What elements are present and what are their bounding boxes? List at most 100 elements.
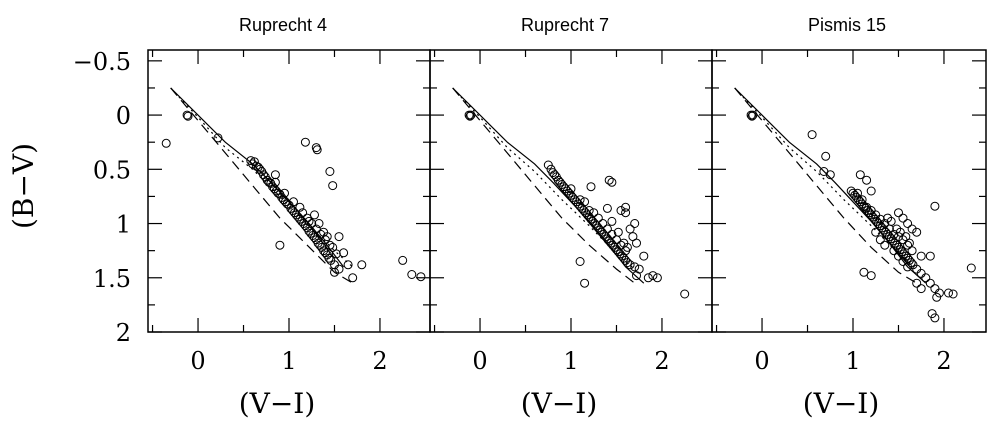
- data-point: [416, 272, 426, 282]
- data-point: [622, 242, 632, 252]
- data-point: [630, 219, 640, 228]
- data-point: [934, 288, 944, 298]
- data-point: [930, 284, 940, 294]
- data-point: [639, 251, 649, 261]
- y-axis-label: (B−V): [7, 143, 40, 229]
- x-tick-label: 1: [281, 347, 296, 375]
- panel-title: Ruprecht 7: [521, 15, 609, 35]
- data-point: [616, 206, 626, 215]
- data-point: [748, 110, 758, 120]
- data-point: [912, 227, 922, 237]
- data-point: [310, 210, 319, 220]
- data-point: [916, 268, 926, 278]
- data-point: [357, 260, 367, 270]
- data-point: [912, 278, 922, 288]
- isochrone-dashed-line: [734, 87, 918, 284]
- panel-1: Ruprecht 4 0 1 2 −0.5 0 0.5 1 1.5 2 (V−I): [73, 15, 431, 420]
- data-point: [632, 271, 641, 281]
- data-point: [621, 202, 631, 212]
- y-tick-label: 0.5: [93, 156, 131, 184]
- panel-title: Ruprecht 4: [239, 15, 327, 35]
- data-point: [907, 246, 917, 256]
- data-point: [586, 182, 596, 192]
- data-point: [311, 224, 321, 234]
- data-point: [857, 195, 867, 205]
- data-point: [925, 278, 935, 288]
- data-point: [566, 184, 576, 194]
- data-point: [903, 240, 913, 250]
- data-point: [747, 111, 757, 121]
- data-point: [643, 273, 653, 283]
- data-point: [930, 313, 940, 323]
- x-tick-label: 2: [654, 347, 669, 375]
- x-tick-label: 2: [372, 347, 387, 375]
- data-point: [348, 273, 358, 283]
- y-tick-label: 0: [116, 102, 131, 130]
- data-point: [613, 227, 623, 237]
- x-tick-label: 2: [936, 347, 951, 375]
- data-point: [316, 229, 326, 239]
- data-point: [944, 288, 953, 298]
- data-point: [330, 267, 339, 277]
- data-point: [334, 232, 344, 242]
- data-point: [275, 240, 285, 250]
- data-point: [307, 219, 317, 228]
- data-point: [948, 289, 958, 299]
- data-point: [652, 273, 662, 283]
- data-point: [859, 267, 869, 277]
- data-point: [575, 257, 585, 266]
- data-point: [903, 262, 913, 272]
- data-point: [634, 264, 644, 274]
- data-point: [298, 208, 308, 218]
- data-point: [622, 258, 632, 268]
- data-point: [325, 240, 335, 250]
- data-point: [886, 216, 896, 226]
- data-point: [584, 206, 594, 215]
- data-point: [632, 238, 641, 248]
- data-point: [270, 170, 280, 180]
- data-point: [331, 249, 341, 259]
- data-point: [466, 110, 476, 120]
- data-point: [916, 251, 926, 261]
- x-tick-label: 0: [472, 347, 487, 375]
- data-point: [343, 260, 353, 270]
- data-point: [398, 255, 408, 265]
- data-point: [295, 202, 305, 212]
- data-point: [300, 137, 310, 147]
- data-point: [889, 229, 899, 239]
- panel-3: Pismis 15 0 1 2 (V−I): [711, 15, 987, 420]
- data-point: [680, 289, 690, 299]
- plot-frame: [147, 49, 431, 333]
- data-point: [853, 188, 862, 198]
- data-point: [898, 257, 908, 266]
- data-point: [875, 235, 885, 245]
- data-point: [880, 219, 890, 228]
- data-point: [289, 197, 298, 207]
- data-point: [580, 278, 590, 288]
- data-point: [630, 262, 640, 272]
- data-point: [862, 175, 872, 185]
- data-point: [602, 203, 612, 213]
- data-point: [602, 224, 612, 234]
- x-axis-label: (V−I): [239, 387, 316, 420]
- data-point: [213, 133, 223, 143]
- data-point: [648, 271, 658, 281]
- panel-title: Pismis 15: [808, 15, 886, 35]
- data-point: [903, 219, 913, 228]
- data-point: [616, 240, 626, 250]
- data-point: [625, 224, 635, 234]
- data-point: [334, 264, 344, 274]
- data-point: [907, 224, 917, 234]
- data-point: [625, 260, 635, 270]
- y-tick-label: 2: [116, 319, 131, 347]
- data-point: [593, 213, 603, 223]
- data-point: [930, 201, 940, 211]
- data-point: [898, 213, 908, 223]
- data-point: [921, 273, 931, 283]
- x-tick-label: 1: [845, 347, 860, 375]
- data-point: [966, 263, 976, 273]
- data-point: [819, 167, 829, 176]
- data-point: [866, 186, 876, 196]
- data-point: [866, 271, 876, 281]
